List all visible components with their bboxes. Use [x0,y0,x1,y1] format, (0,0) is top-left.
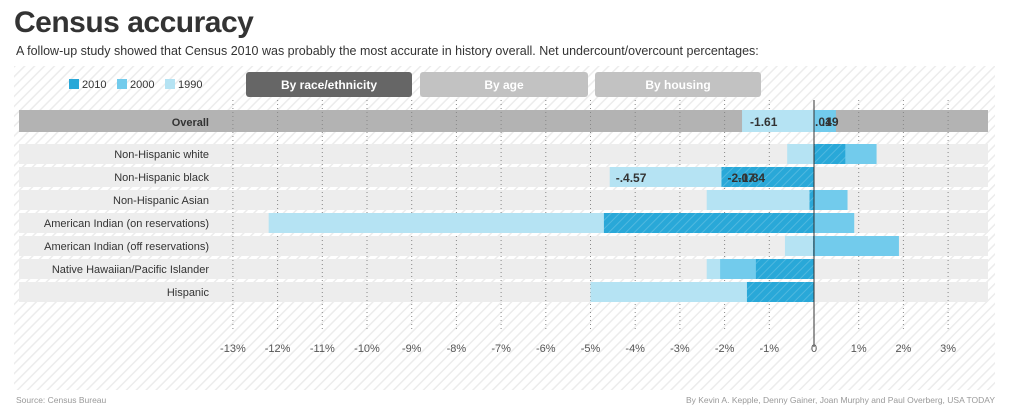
x-tick-label: -4% [625,343,645,355]
overall-value-2000: .49 [822,115,839,129]
x-tick-label: -8% [447,343,467,355]
tab-background [420,72,588,97]
x-tick-label: -2% [715,343,735,355]
overall-value-2010: .01 [815,115,832,129]
x-tick-label: 1% [851,343,867,355]
bar-2000 [814,190,848,210]
overall-row-background [19,110,988,132]
category-label: American Indian (on reservations) [44,218,209,230]
bar-2000 [814,213,855,233]
bar-1990 [787,144,814,164]
bar-2010-texture [809,190,814,210]
bar-2010-texture [746,282,814,302]
x-tick-label: -7% [491,343,511,355]
census-accuracy-chart: -1.61 .01.49 -.4.57 -2.07-1.84 Overall Non-H… [14,66,995,390]
tab-by-race-ethnicity[interactable]: By race/ethnicity [246,72,412,97]
bar-1990 [784,236,814,256]
value-label-2010: -2.07 [727,171,755,185]
category-label: Non-Hispanic white [114,149,209,161]
chart-title: Census accuracy [14,6,254,39]
legend-swatch-1990 [165,79,175,89]
x-tick-label: -5% [581,343,601,355]
credit-line: By Kevin A. Kepple, Denny Gainer, Joan M… [685,395,995,405]
x-tick-label: 0 [811,343,817,355]
value-label-2000: -1.84 [738,171,766,185]
x-tick-label: -1% [760,343,780,355]
overall-value-1990: -1.61 [750,115,778,129]
tab-background [595,72,761,97]
bar-2010-texture [603,213,814,233]
category-label: Non-Hispanic Asian [113,195,209,207]
category-label: Hispanic [167,287,210,299]
x-tick-label: -10% [354,343,380,355]
value-label-1990: -.4.57 [616,171,647,185]
x-tick-label: 3% [940,343,956,355]
category-label-overall: Overall [172,117,209,129]
tab-label: By housing [645,78,710,92]
row-background [19,282,988,302]
legend-label-1990: 1990 [178,79,202,91]
x-tick-label: -11% [310,343,335,355]
tab-by-age[interactable]: By age [420,72,588,97]
tab-label: By age [484,78,524,92]
category-label: Native Hawaiian/Pacific Islander [52,264,209,276]
legend-label-2000: 2000 [130,79,154,91]
tab-background [246,72,412,97]
legend-label-2010: 2010 [82,79,106,91]
bar-overall-2000 [814,110,836,132]
category-label: Non-Hispanic black [114,172,209,184]
x-tick-label: -3% [670,343,690,355]
bar-1990 [706,190,814,210]
row-background [19,236,988,256]
x-tick-label: -13% [220,343,246,355]
x-tick-label: -9% [402,343,422,355]
x-tick-label: -12% [265,343,291,355]
bar-2010-texture [755,259,814,279]
bar-2000 [814,236,899,256]
tab-label: By race/ethnicity [281,78,377,92]
bar-2010-texture [814,144,846,164]
x-tick-label: -6% [536,343,556,355]
bar-2010-texture [721,167,814,187]
category-label: American Indian (off reservations) [44,241,209,253]
source-note: Source: Census Bureau [16,395,107,405]
x-tick-label: 2% [895,343,911,355]
legend-swatch-2010 [69,79,79,89]
bar-overall-1990 [742,110,814,132]
tab-by-housing[interactable]: By housing [595,72,761,97]
row-background [19,144,988,164]
chart-subtitle: A follow-up study showed that Census 201… [16,44,759,58]
legend-swatch-2000 [117,79,127,89]
